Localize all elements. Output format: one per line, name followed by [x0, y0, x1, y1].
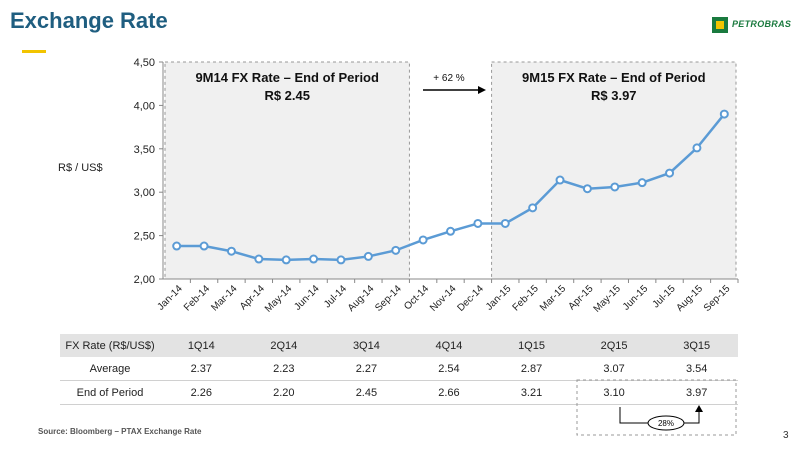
data-point — [446, 226, 455, 236]
table-cell: 2.37 — [190, 362, 212, 375]
x-tick-label: Sep-14 — [373, 283, 404, 314]
table-cell: 2.87 — [520, 362, 543, 375]
y-tick-label: 4,00 — [134, 100, 155, 112]
fx-line-chart: 2,002,503,003,504,004,50 Jan-14Feb-14Mar… — [134, 57, 739, 315]
x-tick-label: Aug-14 — [346, 283, 377, 314]
box-2014-title: 9M14 FX Rate – End of Period — [195, 70, 379, 85]
table-cell: 3.07 — [603, 362, 625, 375]
source-note: Source: Bloomberg – PTAX Exchange Rate — [38, 427, 202, 436]
data-point — [254, 254, 264, 264]
table-cell: 2.23 — [273, 362, 295, 375]
table-cell: 3.97 — [685, 386, 708, 399]
table-cell: 2.26 — [190, 386, 212, 399]
table-header-cell: 1Q15 — [490, 334, 573, 357]
x-tick-label: May-14 — [263, 283, 295, 315]
box-2015-title: 9M15 FX Rate – End of Period — [522, 70, 706, 85]
table-cell: 3.21 — [520, 386, 543, 399]
x-tick-label: Mar-14 — [209, 283, 239, 313]
table-row: Average 2.37 2.23 2.27 2.54 2.87 3.07 3.… — [60, 357, 738, 381]
table-cell: Average — [89, 362, 131, 375]
y-tick-label: 2,50 — [134, 231, 155, 243]
data-point — [391, 245, 401, 255]
x-tick-label: May-15 — [592, 283, 624, 315]
table-cell: 2.45 — [355, 386, 378, 399]
badge-connector — [619, 407, 648, 424]
table-header-cell: 4Q14 — [407, 334, 491, 357]
x-tick-label: Jun-15 — [621, 283, 651, 313]
data-point — [665, 168, 675, 178]
data-point — [199, 241, 209, 251]
data-point — [610, 182, 620, 192]
data-point — [309, 254, 319, 264]
x-tick-label: Nov-14 — [428, 283, 459, 314]
data-point — [637, 178, 647, 188]
table-cell: End of Period — [76, 386, 144, 399]
table-header-cell: FX Rate (R$/US$) — [60, 334, 160, 357]
x-tick-label: Dec-14 — [455, 283, 486, 314]
change-badge-label: 28% — [658, 419, 674, 428]
title-accent-bar — [22, 50, 46, 53]
table-cell: 2.20 — [273, 386, 295, 399]
x-tick-label: Jan-14 — [155, 283, 185, 313]
table-cell: 2.27 — [355, 362, 378, 375]
change-badge — [647, 415, 685, 431]
table-cell: 3.54 — [685, 362, 708, 375]
fx-rate-table: FX Rate (R$/US$) 1Q14 2Q14 3Q14 4Q14 1Q1… — [60, 334, 738, 405]
x-tick-label: Feb-14 — [182, 283, 212, 313]
box-2014-value: R$ 2.45 — [264, 88, 310, 103]
y-tick-label: 4,50 — [134, 57, 155, 69]
box-2015-value: R$ 3.97 — [591, 88, 637, 103]
y-tick-label: 3,50 — [134, 144, 155, 156]
table-header-cell: 3Q15 — [655, 334, 738, 357]
data-point — [719, 109, 729, 119]
page-number: 3 — [783, 430, 789, 441]
arrow-right-icon — [478, 86, 486, 94]
data-point — [226, 246, 236, 256]
table-header-cell: 3Q14 — [325, 334, 408, 357]
table-header-cell: 2Q14 — [242, 334, 326, 357]
x-tick-label: Mar-15 — [538, 283, 568, 313]
x-tick-label: Sep-15 — [702, 283, 733, 314]
logo-text: PETROBRAS — [732, 19, 792, 29]
table-cell: 3.10 — [603, 386, 625, 399]
y-tick-label: 3,00 — [134, 187, 155, 199]
data-point — [363, 251, 373, 261]
data-point — [582, 184, 592, 194]
page-title: Exchange Rate — [10, 8, 168, 33]
x-tick-label: Oct-14 — [402, 283, 431, 312]
table-header-row: FX Rate (R$/US$) 1Q14 2Q14 3Q14 4Q14 1Q1… — [60, 334, 738, 357]
data-point — [555, 175, 565, 185]
petrobras-logo: PETROBRAS — [712, 17, 792, 37]
period-box-2015 — [491, 61, 737, 280]
data-point — [172, 241, 182, 251]
table-row: End of Period 2.26 2.20 2.45 2.66 3.21 3… — [60, 381, 738, 405]
table-cell: 2.66 — [438, 386, 460, 399]
badge-connector — [684, 410, 700, 424]
x-tick-label: Aug-15 — [674, 283, 705, 314]
table-cell: 2.54 — [438, 362, 460, 375]
y-tick-label: 2,00 — [134, 274, 155, 286]
change-label: + 62 % — [433, 73, 465, 84]
data-point — [418, 235, 428, 245]
data-point — [281, 255, 291, 265]
x-tick-label: Feb-15 — [511, 283, 541, 313]
data-point — [336, 255, 346, 265]
arrow-up-icon — [695, 405, 703, 412]
data-point — [473, 218, 483, 228]
y-axis-label: R$ / US$ — [58, 162, 103, 174]
petrobras-logo-icon — [712, 17, 728, 33]
table-header-cell: 1Q14 — [160, 334, 243, 357]
data-point — [692, 143, 702, 153]
table-header-cell: 2Q15 — [572, 334, 656, 357]
data-point — [500, 218, 510, 228]
x-tick-label: Jun-14 — [292, 283, 322, 313]
data-point — [528, 203, 538, 213]
x-tick-label: Jan-15 — [484, 283, 514, 313]
